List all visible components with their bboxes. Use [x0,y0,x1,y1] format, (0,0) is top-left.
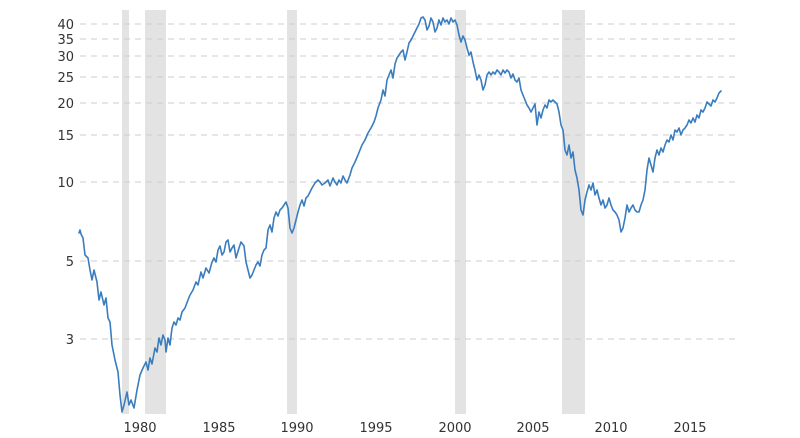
x-tick-label: 2015 [673,421,706,436]
y-tick-label: 10 [57,176,74,191]
y-tick-label: 15 [57,129,74,144]
y-tick-label: 30 [57,50,74,65]
y-tick-label: 20 [57,97,74,112]
y-tick-label: 5 [66,255,74,270]
recession-band [562,10,585,414]
x-tick-label: 2005 [516,421,549,436]
recession-bands [122,10,585,414]
y-tick-label: 40 [57,18,74,33]
x-tick-label: 1990 [280,421,313,436]
y-tick-label: 3 [66,333,74,348]
x-axis-labels: 1980 1985 1990 1995 2000 2005 2010 2015 [123,421,706,436]
x-tick-label: 1980 [123,421,156,436]
y-tick-label: 35 [57,33,74,48]
recession-band [287,10,297,414]
x-tick-label: 2000 [438,421,471,436]
y-gridlines [80,23,735,340]
recession-band [145,10,166,414]
data-line [78,16,722,413]
x-tick-label: 2010 [594,421,627,436]
x-tick-label: 1995 [359,421,392,436]
x-tick-label: 1985 [202,421,235,436]
y-tick-label: 25 [57,71,74,86]
recession-band [455,10,466,414]
recession-band [122,10,129,414]
